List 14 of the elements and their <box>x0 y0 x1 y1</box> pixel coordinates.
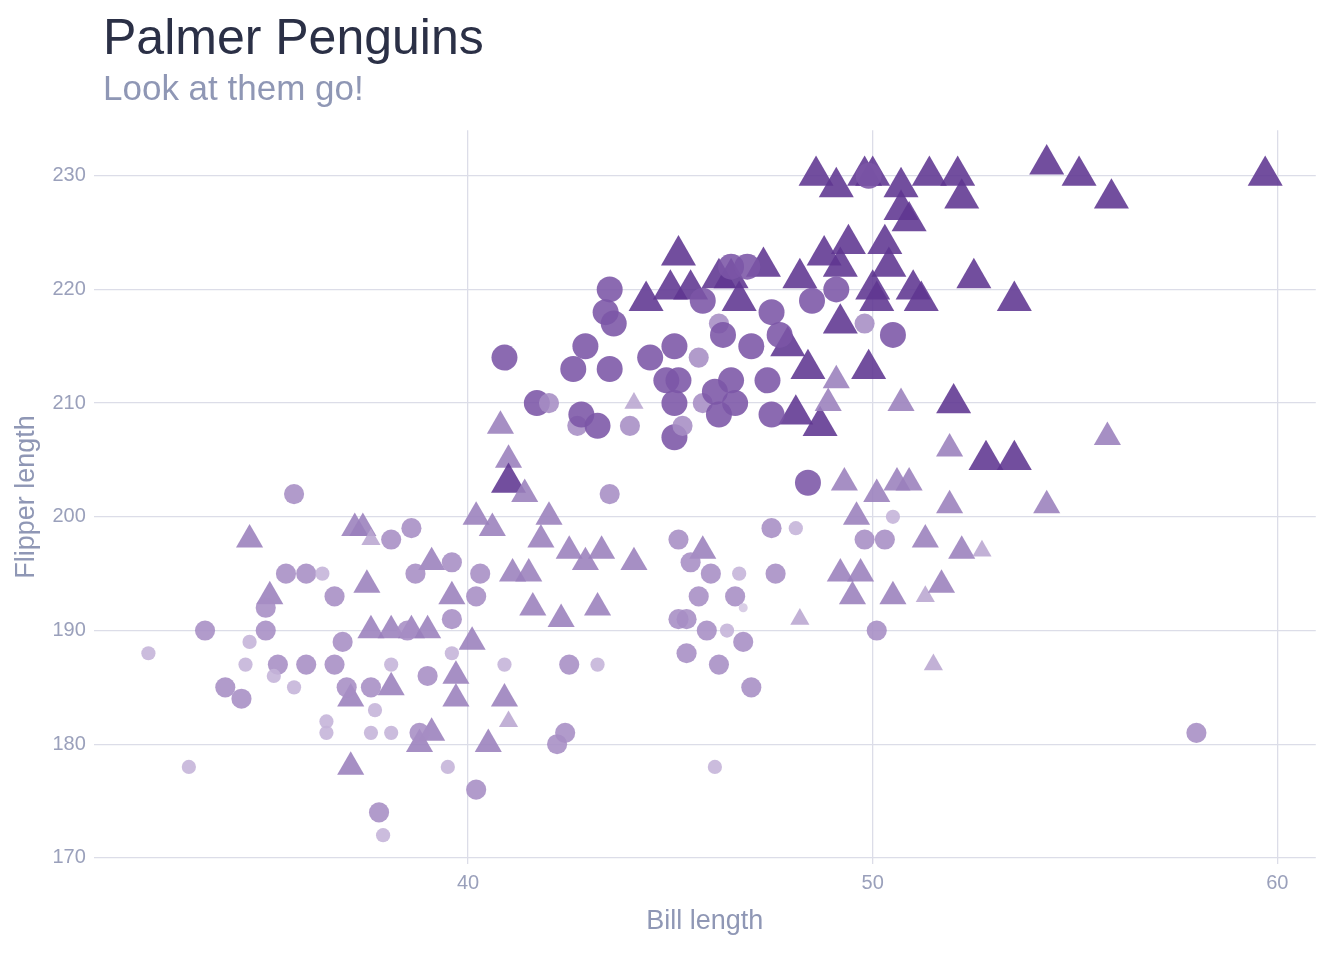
y-axis-title: Flipper length <box>9 415 40 579</box>
chart-subtitle: Look at them go! <box>102 67 365 109</box>
y-tick-label: 220 <box>52 276 86 299</box>
y-tick-label: 230 <box>52 163 86 186</box>
chart-title: Palmer Penguins <box>102 8 485 66</box>
x-tick-label: 40 <box>456 871 480 894</box>
y-tick-label: 180 <box>52 731 86 754</box>
y-tick-label: 190 <box>52 618 86 641</box>
y-tick-label: 210 <box>52 390 86 413</box>
y-tick-label: 170 <box>52 845 86 868</box>
x-tick-label: 50 <box>861 871 884 894</box>
x-axis-title: Bill length <box>646 905 764 936</box>
x-tick-label: 60 <box>1266 871 1289 894</box>
y-tick-label: 200 <box>52 504 86 527</box>
